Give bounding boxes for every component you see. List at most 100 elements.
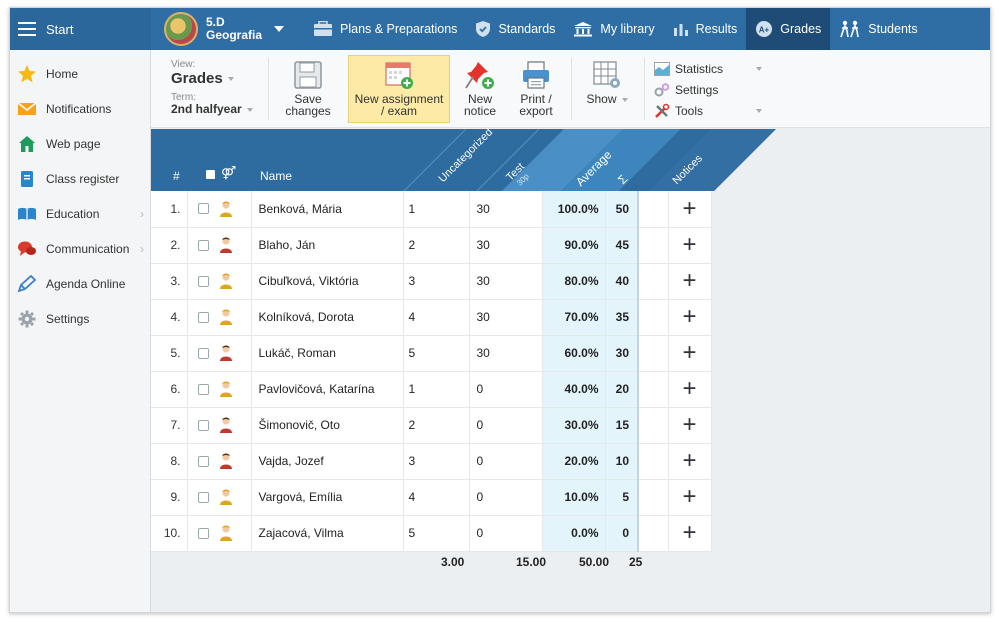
sidebar-item-settings[interactable]: Settings [10, 301, 150, 336]
nav-results[interactable]: Results [664, 8, 747, 50]
student-name[interactable]: Vajda, Jozef [251, 443, 404, 480]
grades-icon: A+ [756, 21, 773, 37]
row-checkbox[interactable] [197, 347, 209, 359]
row-select-cell [187, 407, 252, 444]
average-value: 10.0% [542, 479, 606, 516]
add-notice-button[interactable]: + [668, 479, 712, 516]
add-notice-button[interactable]: + [668, 443, 712, 480]
test-grade[interactable]: 30 [469, 299, 543, 336]
sidebar-item-communication[interactable]: Communication › [10, 231, 150, 266]
student-name[interactable]: Kolníková, Dorota [251, 299, 404, 336]
save-changes-button[interactable]: Save changes [278, 50, 338, 128]
row-checkbox[interactable] [197, 491, 209, 503]
student-avatar-icon [219, 489, 232, 505]
test-grade[interactable]: 0 [469, 515, 543, 552]
add-notice-button[interactable]: + [668, 299, 712, 336]
class-logo-icon [164, 12, 198, 46]
select-all-checkbox[interactable] [206, 170, 215, 179]
student-name[interactable]: Vargová, Emília [251, 479, 404, 516]
nav-label: Grades [780, 22, 822, 36]
start-menu-button[interactable]: Start [10, 8, 151, 50]
view-selector[interactable]: View: Grades Term: 2nd halfyear [171, 60, 253, 116]
row-number: 9. [151, 479, 188, 516]
test-grade[interactable]: 0 [469, 407, 543, 444]
app-window: Start 5.D Geografia Plans & Preparations… [9, 7, 991, 613]
gear-icon [16, 308, 38, 330]
sidebar-item-web-page[interactable]: Web page [10, 126, 150, 161]
uncategorized-grade[interactable]: 1 [403, 191, 470, 228]
tools-menu[interactable]: Tools [654, 100, 762, 121]
nav-standards[interactable]: Standards [466, 8, 564, 50]
sidebar-item-label: Class register [46, 171, 120, 186]
student-name[interactable]: Blaho, Ján [251, 227, 404, 264]
term-selector[interactable]: 2nd halfyear [171, 103, 253, 116]
settings-menu[interactable]: Settings [654, 79, 723, 100]
uncategorized-grade[interactable]: 5 [403, 335, 470, 372]
student-name[interactable]: Šimonovič, Oto [251, 407, 404, 444]
add-notice-button[interactable]: + [668, 335, 712, 372]
row-checkbox[interactable] [197, 203, 209, 215]
test-grade[interactable]: 0 [469, 479, 543, 516]
uncategorized-grade[interactable]: 4 [403, 479, 470, 516]
nav-label: Results [695, 22, 738, 36]
test-grade[interactable]: 30 [469, 227, 543, 264]
new-assignment-button[interactable]: New assignment / exam [348, 55, 450, 123]
row-checkbox[interactable] [197, 455, 209, 467]
spacer-cell [638, 515, 669, 552]
uncategorized-grade[interactable]: 3 [403, 443, 470, 480]
add-notice-button[interactable]: + [668, 191, 712, 228]
row-checkbox[interactable] [197, 419, 209, 431]
row-checkbox[interactable] [197, 239, 209, 251]
column-name-header[interactable]: Name [260, 169, 293, 183]
sidebar-item-notifications[interactable]: Notifications [10, 91, 150, 126]
test-grade[interactable]: 30 [469, 191, 543, 228]
row-checkbox[interactable] [197, 527, 209, 539]
add-notice-button[interactable]: + [668, 263, 712, 300]
add-notice-button[interactable]: + [668, 227, 712, 264]
show-button[interactable]: Show [579, 50, 635, 128]
row-select-cell [187, 443, 252, 480]
sum-value: 35 [605, 299, 639, 336]
add-notice-button[interactable]: + [668, 407, 712, 444]
student-name[interactable]: Lukáč, Roman [251, 335, 404, 372]
new-notice-button[interactable]: New notice [458, 50, 502, 128]
print-label-2: export [519, 104, 553, 118]
uncategorized-grade[interactable]: 1 [403, 371, 470, 408]
class-name: 5.D [206, 15, 225, 29]
uncategorized-grade[interactable]: 5 [403, 515, 470, 552]
print-export-button[interactable]: Print / export [512, 50, 560, 128]
row-checkbox[interactable] [197, 275, 209, 287]
test-grade[interactable]: 0 [469, 371, 543, 408]
nav-plans-preparations[interactable]: Plans & Preparations [304, 8, 466, 50]
nav-my-library[interactable]: My library [564, 8, 663, 50]
nav-students[interactable]: Students [830, 8, 926, 50]
sidebar-item-home[interactable]: Home [10, 56, 150, 91]
nav-grades[interactable]: A+ Grades [746, 8, 831, 50]
statistics-menu[interactable]: Statistics [654, 58, 762, 79]
class-selector[interactable]: 5.D Geografia [164, 11, 285, 47]
uncategorized-grade[interactable]: 2 [403, 407, 470, 444]
floppy-disk-icon [293, 58, 323, 92]
sidebar-item-class-register[interactable]: Class register [10, 161, 150, 196]
student-name[interactable]: Benková, Mária [251, 191, 404, 228]
uncategorized-grade[interactable]: 2 [403, 227, 470, 264]
uncategorized-grade[interactable]: 4 [403, 299, 470, 336]
view-label: View: [171, 59, 196, 70]
test-grade[interactable]: 30 [469, 263, 543, 300]
add-notice-button[interactable]: + [668, 371, 712, 408]
sidebar-item-education[interactable]: Education › [10, 196, 150, 231]
toolbar-divider [571, 58, 572, 120]
sum-value: 10 [605, 443, 639, 480]
student-name[interactable]: Cibuľková, Viktória [251, 263, 404, 300]
row-checkbox[interactable] [197, 311, 209, 323]
test-grade[interactable]: 30 [469, 335, 543, 372]
sidebar-item-agenda-online[interactable]: Agenda Online [10, 266, 150, 301]
student-name[interactable]: Zajacová, Vilma [251, 515, 404, 552]
row-checkbox[interactable] [197, 383, 209, 395]
plus-icon: + [682, 231, 697, 258]
student-name[interactable]: Pavlovičová, Katarína [251, 371, 404, 408]
table-row: 7. Šimonovič, Oto 2 0 30.0% 15 + [151, 407, 712, 444]
add-notice-button[interactable]: + [668, 515, 712, 552]
uncategorized-grade[interactable]: 3 [403, 263, 470, 300]
test-grade[interactable]: 0 [469, 443, 543, 480]
